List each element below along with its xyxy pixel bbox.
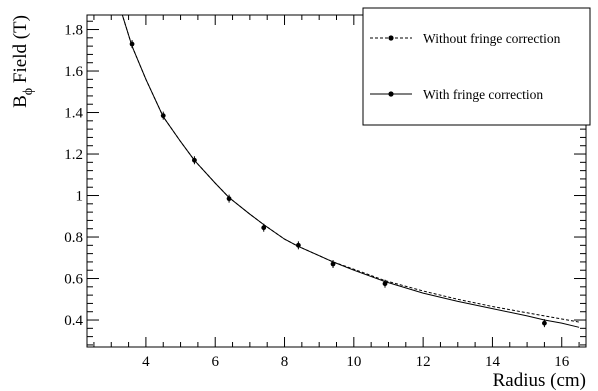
- data-point: [261, 225, 267, 231]
- legend-box: [362, 7, 591, 126]
- x-tick-label: 12: [416, 354, 431, 370]
- legend-label-with: With fringe correction: [423, 87, 543, 102]
- data-point: [330, 261, 336, 267]
- data-point: [382, 281, 388, 287]
- x-tick-label: 8: [281, 354, 289, 370]
- y-axis-label-base: B: [10, 95, 31, 108]
- y-tick-label: 0.4: [64, 313, 83, 329]
- legend: Without fringe correction With fringe co…: [362, 7, 591, 126]
- y-tick-label: 1.8: [64, 23, 83, 39]
- y-axis-label-subscript: ϕ: [21, 88, 36, 95]
- x-tick-label: 16: [554, 354, 570, 370]
- data-markers: [129, 40, 547, 328]
- y-tick-label: 1: [76, 189, 84, 205]
- legend-marker-dashed: [388, 35, 394, 41]
- legend-entry-with: With fringe correction: [370, 87, 543, 102]
- y-axis-label-rest: Field (T): [10, 15, 31, 88]
- x-axis-label: Radius (cm): [493, 370, 586, 391]
- y-tick-label: 0.6: [64, 272, 83, 288]
- x-tick-label: 10: [346, 354, 361, 370]
- legend-label-without: Without fringe correction: [423, 31, 561, 46]
- y-tick-label: 1.2: [64, 147, 83, 163]
- x-tick-label: 6: [211, 354, 219, 370]
- x-tick-label: 4: [142, 354, 150, 370]
- y-tick-label: 1.6: [64, 64, 83, 80]
- data-point: [542, 320, 547, 326]
- y-tick-label: 0.8: [64, 230, 83, 246]
- data-point: [129, 41, 135, 47]
- data-point: [226, 196, 232, 202]
- data-point: [160, 113, 166, 119]
- y-tick-label: 1.4: [64, 106, 83, 122]
- data-point: [295, 242, 301, 248]
- legend-entry-without: Without fringe correction: [370, 31, 561, 46]
- data-point: [192, 157, 197, 163]
- y-axis-label: Bϕ Field (T): [10, 15, 36, 108]
- tick-labels: 4 6 8 10 12 14 16 0.4 0.6 0.8 1 1.2 1.4 1.6 1.8: [64, 23, 569, 370]
- legend-marker-solid: [388, 91, 394, 97]
- x-tick-label: 14: [485, 354, 501, 370]
